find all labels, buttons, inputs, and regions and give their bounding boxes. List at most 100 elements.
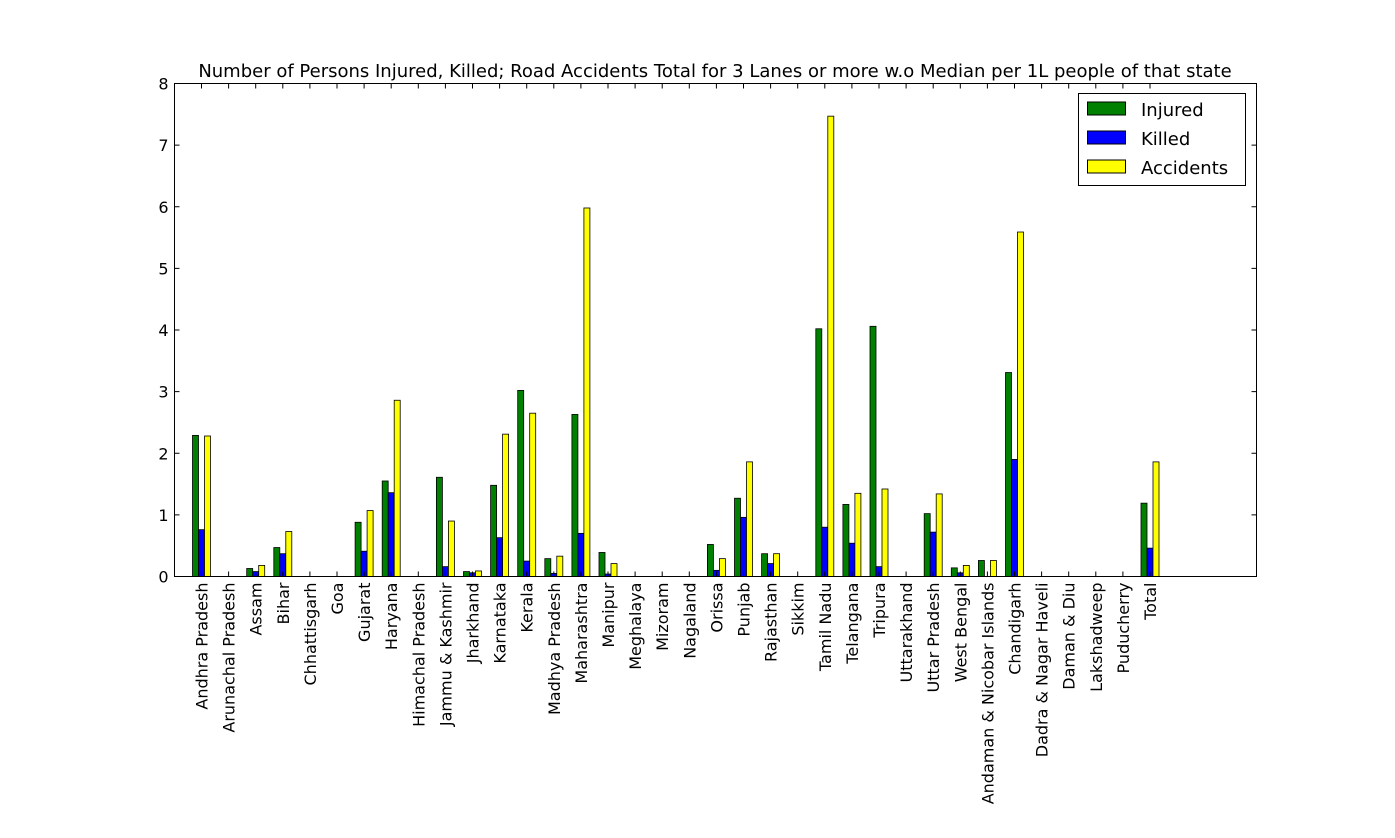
bar-accidents: [719, 558, 726, 577]
bar-accidents: [204, 435, 211, 577]
chart-title: Number of Persons Injured, Killed; Road …: [198, 61, 1231, 82]
bar-accidents: [1152, 461, 1160, 577]
bar-accidents: [881, 488, 889, 577]
bar-injured: [544, 558, 552, 577]
bar-injured: [381, 480, 389, 577]
x-tick-label: Punjab: [735, 583, 754, 637]
x-tick-label: Jammu & Kashmir: [436, 582, 455, 727]
bar-accidents: [990, 560, 997, 577]
x-tick-label: Arunachal Pradesh: [220, 583, 239, 733]
x-axis: Andhra Pradesh Arunachal Pradesh Assam Biha…: [193, 83, 1160, 805]
legend-label-injured: Injured: [1141, 100, 1204, 121]
bar-accidents: [366, 510, 374, 577]
y-tick-label: 6: [158, 198, 168, 217]
y-tick-label: 4: [158, 321, 168, 340]
legend-swatch-accidents: [1087, 159, 1126, 174]
bar-accidents: [746, 461, 753, 577]
legend-swatch-injured: [1087, 101, 1126, 116]
bar-injured: [354, 521, 362, 577]
x-tick-label: Assam: [247, 583, 266, 636]
bar-injured: [246, 568, 254, 577]
bar-injured: [761, 553, 768, 577]
bar-injured: [463, 571, 470, 577]
bar-accidents: [475, 570, 482, 577]
x-tick-label: Bihar: [274, 582, 293, 624]
x-tick-label: Haryana: [382, 583, 401, 651]
bar-killed: [740, 516, 747, 577]
bar-killed: [1011, 459, 1018, 577]
bar-accidents: [583, 207, 591, 577]
x-tick-label: Lakshadweep: [1087, 583, 1106, 692]
y-tick-label: 1: [158, 506, 168, 525]
bar-injured: [517, 389, 525, 577]
bar-accidents: [827, 115, 835, 577]
y-tick-label: 7: [158, 136, 168, 155]
bar-injured: [734, 497, 741, 577]
bar-injured: [1005, 372, 1012, 577]
x-tick-label: Uttar Pradesh: [924, 583, 943, 693]
x-tick-label: Maharashtra: [572, 583, 591, 684]
x-tick-label: Chandigarh: [1006, 583, 1025, 675]
bar-accidents: [773, 553, 780, 577]
bar-injured: [571, 414, 579, 577]
bar-accidents: [502, 433, 510, 577]
bar-killed: [929, 531, 937, 577]
bar-accidents: [962, 565, 970, 577]
x-tick-label: Daman & Diu: [1060, 583, 1079, 690]
legend-label-killed: Killed: [1141, 129, 1190, 150]
x-tick-label: Mizoram: [653, 583, 672, 651]
bar-injured: [707, 544, 714, 577]
bar-accidents: [854, 492, 862, 577]
bar-killed: [821, 526, 829, 577]
bar-killed: [496, 537, 504, 577]
x-tick-label: Madhya Pradesh: [545, 583, 564, 716]
x-tick-label: Nagaland: [680, 583, 699, 659]
bars-group: [192, 115, 1160, 577]
plot-frame: [174, 83, 1257, 577]
bar-accidents: [258, 565, 266, 577]
legend: Injured Killed Accidents: [1078, 93, 1246, 186]
x-tick-label: Manipur: [599, 582, 618, 647]
x-tick-label: Goa: [328, 583, 347, 615]
bar-killed: [198, 529, 205, 577]
bar-injured: [273, 547, 281, 577]
x-tick-label: Rajasthan: [762, 583, 781, 663]
y-tick-label: 8: [158, 75, 168, 94]
bar-killed: [577, 532, 585, 577]
y-tick-label: 0: [158, 568, 168, 587]
y-tick-label: 3: [158, 383, 168, 402]
x-tick-label: Tamil Nadu: [816, 583, 835, 673]
x-tick-label: Andaman & Nicobar Islands: [978, 583, 997, 805]
bar-accidents: [285, 531, 293, 577]
bar-accidents: [556, 555, 564, 577]
x-tick-label: Meghalaya: [626, 583, 645, 670]
bar-injured: [923, 513, 931, 577]
x-tick-label: Sikkim: [789, 583, 808, 636]
bar-injured: [869, 325, 877, 577]
bar-accidents: [447, 520, 455, 577]
x-tick-label: Total: [1141, 583, 1160, 621]
bar-injured: [1140, 502, 1148, 577]
bar-injured: [192, 434, 199, 577]
x-tick-label: Chhattisgarh: [301, 583, 320, 686]
x-tick-label: Tripura: [870, 583, 889, 639]
legend-swatch-killed: [1087, 130, 1126, 145]
bar-injured: [978, 560, 985, 577]
x-tick-label: Puducherry: [1114, 583, 1133, 674]
x-tick-label: Karnataka: [491, 583, 510, 664]
y-tick-label: 5: [158, 259, 168, 278]
x-tick-label: Gujarat: [355, 583, 374, 642]
bar-accidents: [1017, 231, 1024, 577]
x-tick-label: Kerala: [518, 583, 537, 633]
bar-accidents: [935, 493, 943, 577]
bar-killed: [387, 492, 395, 577]
bar-accidents: [529, 412, 537, 577]
bar-injured: [598, 552, 606, 577]
y-tick-label: 2: [158, 444, 168, 463]
bar-injured: [490, 484, 498, 577]
bar-injured: [435, 476, 443, 577]
y-axis: 0 1 2 3 4 5 6 7 8: [158, 75, 1257, 587]
x-tick-label: Orissa: [707, 583, 726, 633]
bar-injured: [815, 328, 823, 577]
x-tick-label: Himachal Pradesh: [409, 583, 428, 727]
